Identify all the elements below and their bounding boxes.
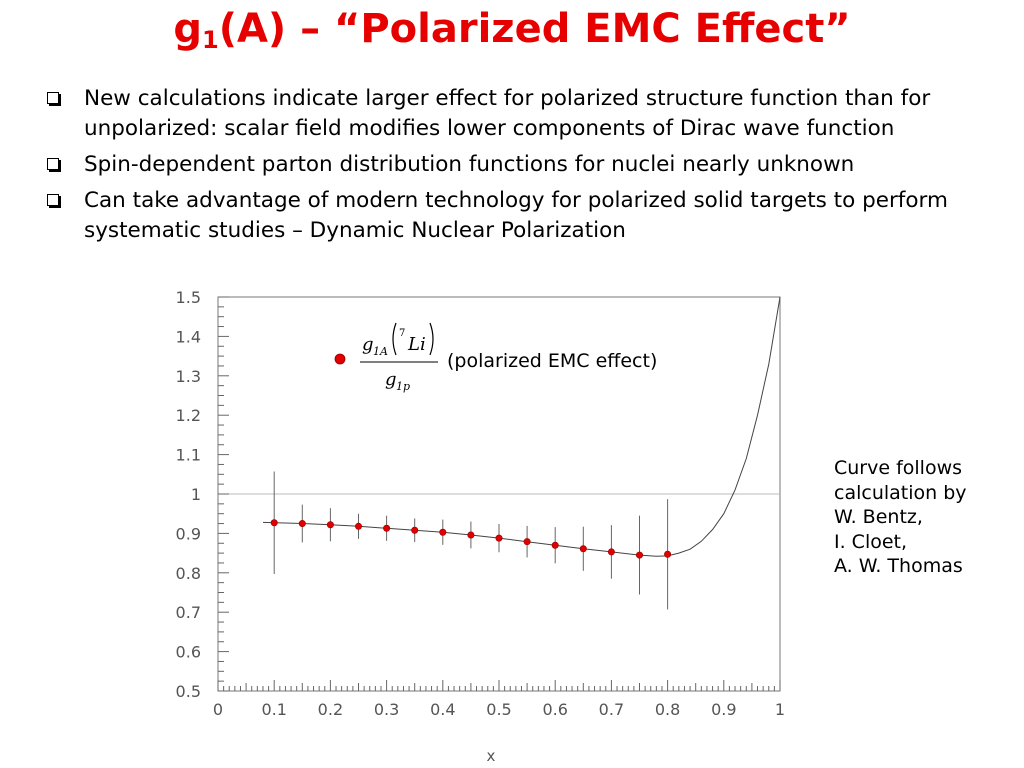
- x-tick-label: 0.2: [318, 700, 343, 719]
- legend-formula-sub: 1A: [373, 345, 388, 358]
- data-marker: [354, 522, 362, 530]
- legend-formula-sup: 7: [399, 328, 405, 339]
- data-marker: [579, 545, 587, 553]
- x-tick-label: 0.8: [655, 700, 680, 719]
- theory-curve: [262, 296, 781, 557]
- y-tick-label: 1: [191, 485, 201, 504]
- side-note: Curve follows calculation by W. Bentz, I…: [834, 456, 967, 579]
- y-tick-label: 1.3: [176, 367, 201, 386]
- data-marker: [383, 524, 391, 532]
- data-point: [495, 523, 503, 553]
- data-marker: [467, 531, 475, 539]
- y-tick-label: 0.8: [176, 564, 201, 583]
- data-marker: [411, 526, 419, 534]
- data-point: [326, 508, 334, 542]
- y-tick-label: 1.4: [176, 327, 201, 346]
- x-tick-label: 0: [213, 700, 223, 719]
- x-tick-label: 0.1: [261, 700, 286, 719]
- x-tick-label: 0.4: [430, 700, 455, 719]
- legend-formula-den-sub: 1p: [396, 380, 410, 393]
- legend-paren-left: [392, 322, 397, 356]
- checkbox-bullet-icon: [47, 158, 59, 170]
- x-tick-label: 0.3: [374, 700, 399, 719]
- x-tick-label: 0.7: [599, 700, 624, 719]
- legend-text: (polarized EMC effect): [447, 350, 657, 372]
- y-tick-label: 0.5: [176, 682, 201, 701]
- data-marker: [635, 551, 643, 559]
- data-point: [523, 525, 531, 558]
- checkbox-bullet-icon: [47, 92, 59, 104]
- x-tick-label: 0.9: [711, 700, 736, 719]
- side-note-line: W. Bentz,: [834, 506, 923, 528]
- data-point: [439, 519, 447, 545]
- y-tick-label: 1.5: [176, 288, 201, 307]
- data-marker: [326, 521, 334, 529]
- legend-formula-den-g: g: [385, 369, 397, 390]
- y-tick-label: 0.6: [176, 643, 201, 662]
- x-tick-label: 0.6: [542, 700, 567, 719]
- x-tick-label: 1: [775, 700, 785, 719]
- data-point: [635, 515, 643, 595]
- side-note-line: Curve follows: [834, 457, 963, 479]
- data-point: [664, 499, 672, 610]
- bullet-item: Spin-dependent parton distribution funct…: [44, 150, 1004, 180]
- bullet-item: New calculations indicate larger effect …: [44, 84, 1004, 144]
- data-point: [383, 515, 391, 541]
- side-note-line: calculation by: [834, 481, 967, 504]
- legend-formula-arg: Li: [407, 334, 426, 355]
- bullet-list: New calculations indicate larger effect …: [44, 84, 1004, 252]
- legend-paren-right: [429, 322, 434, 356]
- data-marker: [551, 541, 559, 549]
- x-axis-label: x: [487, 747, 496, 765]
- y-tick-label: 0.9: [176, 524, 201, 543]
- data-point: [607, 525, 615, 579]
- side-note-line: A. W. Thomas: [834, 555, 963, 577]
- x-tick-label: 0.5: [486, 700, 511, 719]
- data-point: [270, 471, 278, 574]
- data-point: [551, 527, 559, 564]
- y-tick-label: 1.1: [176, 446, 201, 465]
- bullet-item: Can take advantage of modern technology …: [44, 186, 1004, 246]
- data-point: [354, 513, 362, 539]
- data-point: [579, 526, 587, 571]
- legend-marker-icon: [334, 353, 346, 365]
- side-note-line: I. Cloet,: [834, 530, 908, 553]
- data-marker: [523, 538, 531, 546]
- data-marker: [664, 550, 672, 558]
- data-marker: [439, 528, 447, 536]
- data-marker: [607, 548, 615, 556]
- data-point: [411, 518, 419, 543]
- slide-title: g1(A) – “Polarized EMC Effect”: [173, 6, 851, 54]
- data-marker: [270, 519, 278, 527]
- data-point: [467, 521, 475, 549]
- data-marker: [298, 520, 306, 528]
- y-tick-label: 0.7: [176, 603, 201, 622]
- data-marker: [495, 534, 503, 542]
- data-point: [298, 504, 306, 543]
- legend-formula-g: g: [362, 334, 374, 355]
- checkbox-bullet-icon: [47, 194, 59, 206]
- y-tick-label: 1.2: [176, 406, 201, 425]
